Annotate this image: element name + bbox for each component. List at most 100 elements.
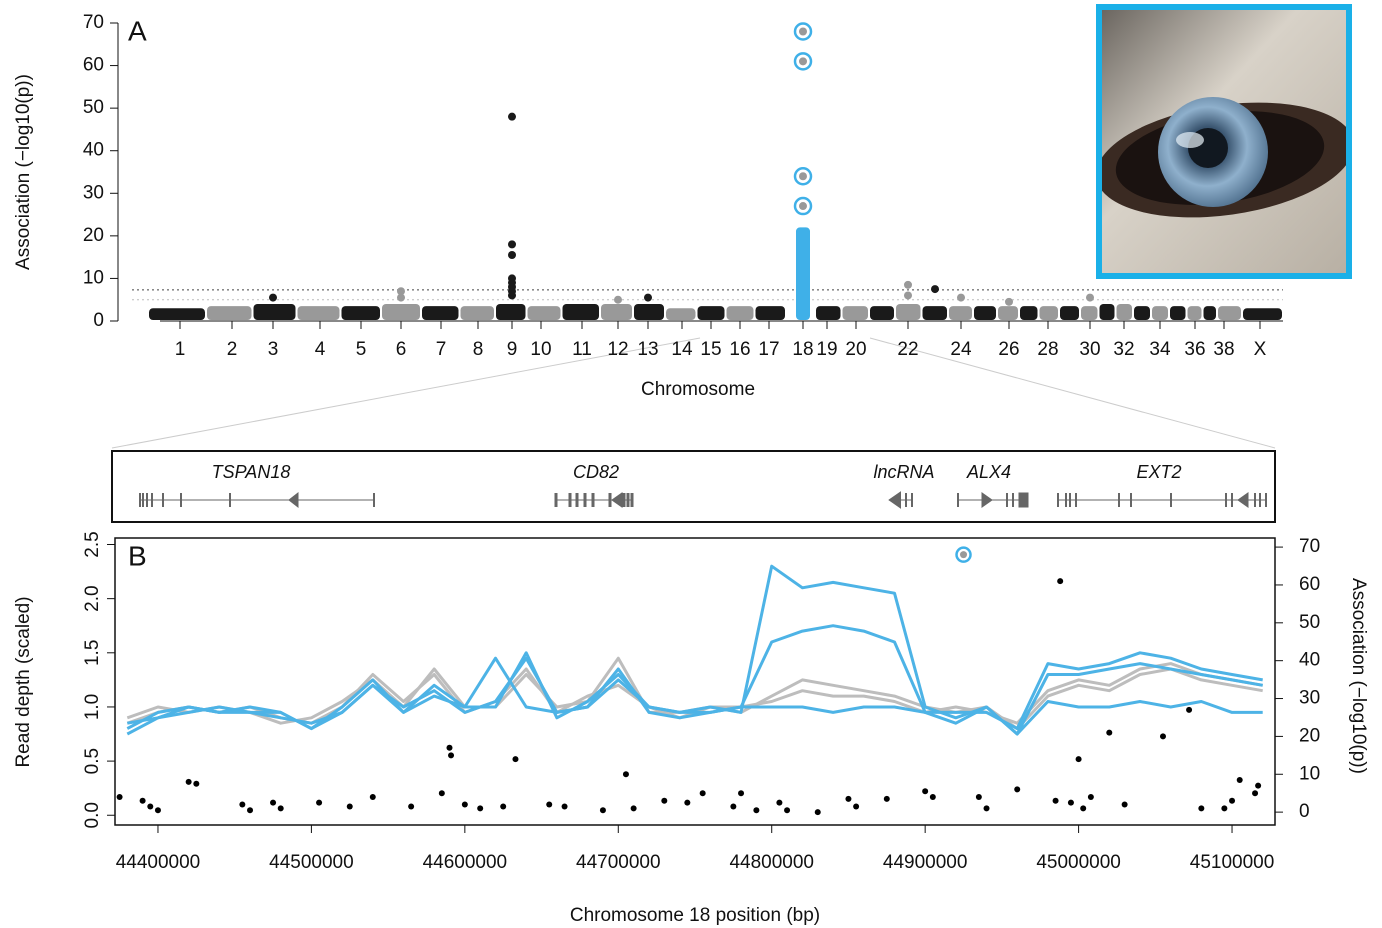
association-point	[922, 788, 928, 794]
chromosome-band	[149, 308, 205, 320]
association-point	[753, 807, 759, 813]
y-tick-label: 2.5	[82, 531, 103, 557]
x-tick-label: 26	[998, 339, 1019, 360]
association-point	[984, 805, 990, 811]
snp-point	[644, 294, 652, 302]
chromosome-band	[843, 306, 869, 320]
chromosome-band	[870, 306, 894, 320]
chromosome-band	[727, 306, 754, 320]
x-tick-label: 1	[175, 339, 186, 360]
photo	[1089, 10, 1362, 273]
y2-axis-label: Association (−log10(p))	[1348, 578, 1369, 774]
x-tick-label: 9	[507, 339, 518, 360]
association-point	[370, 794, 376, 800]
x-tick-label: 34	[1149, 339, 1171, 360]
association-point	[448, 752, 454, 758]
association-point	[700, 790, 706, 796]
snp-point	[508, 240, 516, 248]
association-point	[1252, 790, 1258, 796]
snp-point	[397, 294, 405, 302]
y2-tick-label: 10	[1299, 763, 1320, 784]
circled-point	[799, 202, 807, 210]
chromosome-band	[496, 304, 526, 320]
association-point	[776, 800, 782, 806]
association-point	[1229, 798, 1235, 804]
association-point	[140, 798, 146, 804]
chromosome-band	[666, 308, 696, 320]
x-tick-label: 24	[950, 339, 972, 360]
chromosome-band	[1040, 306, 1059, 320]
snp-point	[508, 251, 516, 259]
snp-point	[931, 285, 939, 293]
panel-label: B	[128, 540, 147, 571]
x-tick-label: 30	[1079, 339, 1100, 360]
x-tick-label: 45000000	[1036, 852, 1121, 873]
association-point	[462, 802, 468, 808]
snp-point	[1086, 294, 1094, 302]
association-point	[117, 794, 123, 800]
association-point	[446, 745, 452, 751]
chromosome-band	[634, 304, 664, 320]
y2-tick-label: 50	[1299, 612, 1320, 633]
snp-point	[904, 281, 912, 289]
chromosome-band	[1134, 306, 1150, 320]
y2-tick-label: 30	[1299, 688, 1320, 709]
snp-point	[269, 294, 277, 302]
y-tick-label: 2.0	[82, 585, 103, 611]
y-axis-label: Read depth (scaled)	[13, 596, 34, 767]
chromosome-band	[896, 304, 921, 320]
gene-label: lncRNA	[873, 462, 934, 482]
x-tick-label: 45100000	[1190, 852, 1275, 873]
association-point	[1255, 783, 1261, 789]
association-point	[270, 800, 276, 806]
association-point	[316, 800, 322, 806]
x-tick-label: 18	[792, 339, 813, 360]
association-point	[845, 796, 851, 802]
panel-label: A	[128, 15, 147, 46]
chromosome-band	[816, 306, 841, 320]
y-tick-label: 0.0	[82, 802, 103, 828]
y-tick-label: 1.5	[82, 640, 103, 666]
x-tick-label: 13	[637, 339, 658, 360]
association-point	[661, 798, 667, 804]
gene-label: TSPAN18	[212, 462, 291, 482]
x-tick-label: 16	[729, 339, 750, 360]
x-tick-label: 20	[845, 339, 866, 360]
x-axis-label: Chromosome 18 position (bp)	[570, 905, 820, 926]
association-point	[186, 779, 192, 785]
x-tick-label: 4	[315, 339, 326, 360]
x-tick-label: X	[1254, 339, 1267, 360]
x-tick-label: 7	[436, 339, 447, 360]
association-point	[853, 803, 859, 809]
chromosome-band	[1117, 304, 1133, 320]
chromosome-band	[923, 306, 948, 320]
association-point	[247, 807, 253, 813]
x-tick-label: 5	[356, 339, 367, 360]
gene-label: EXT2	[1136, 462, 1181, 482]
y-tick-label: 50	[83, 97, 104, 118]
snp-point	[957, 294, 965, 302]
chromosome-band	[1243, 308, 1282, 320]
x-tick-label: 28	[1037, 339, 1058, 360]
association-point	[1068, 800, 1074, 806]
association-point	[500, 803, 506, 809]
association-point	[347, 803, 353, 809]
chromosome-band	[1170, 306, 1186, 320]
association-point	[684, 800, 690, 806]
x-tick-label: 44400000	[116, 852, 201, 873]
association-point	[1186, 707, 1192, 713]
association-point	[884, 796, 890, 802]
snp-point	[508, 113, 516, 121]
snp-point	[904, 291, 912, 299]
association-point	[976, 794, 982, 800]
y2-tick-label: 60	[1299, 574, 1320, 595]
association-point	[1014, 786, 1020, 792]
association-point	[631, 805, 637, 811]
chromosome-band	[1100, 304, 1115, 320]
chromosome-band	[974, 306, 996, 320]
chromosome-band	[998, 306, 1018, 320]
association-point	[477, 805, 483, 811]
y-tick-label: 0.5	[82, 748, 103, 774]
chromosome-band	[1020, 306, 1038, 320]
x-tick-label: 8	[473, 339, 484, 360]
